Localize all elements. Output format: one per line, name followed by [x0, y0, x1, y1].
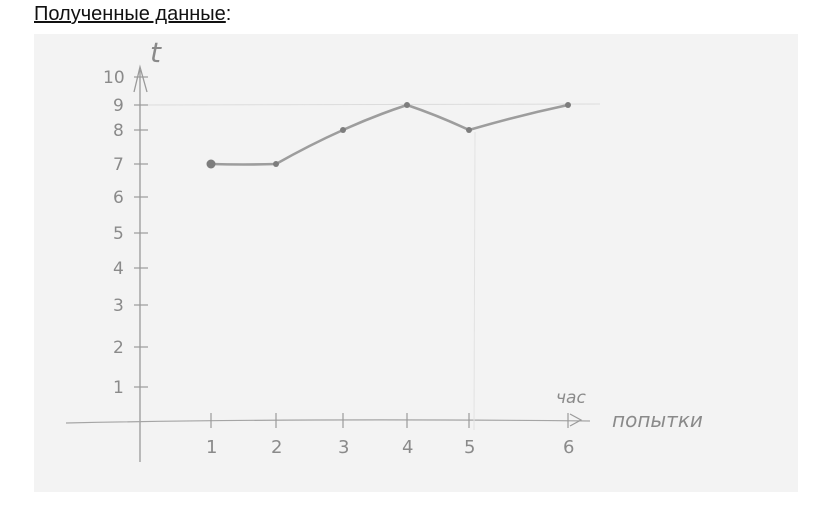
y-tick-label: 9	[113, 96, 124, 116]
y-tick-label: 6	[113, 188, 124, 208]
y-tick-label: 3	[113, 296, 124, 316]
y-tick-label: 2	[113, 338, 124, 358]
x-tick-label: 2	[271, 437, 282, 458]
data-point	[340, 127, 346, 133]
data-point	[565, 102, 571, 108]
x-tick-label: 3	[338, 437, 349, 458]
reference-line	[143, 103, 601, 106]
hand-drawn-chart-photo	[34, 34, 798, 492]
data-point	[404, 102, 410, 108]
series-line	[209, 103, 570, 166]
y-tick-label: 8	[113, 121, 124, 141]
heading-colon: :	[225, 3, 232, 25]
guide-line	[473, 131, 476, 431]
x-tick-label: 6	[563, 437, 574, 458]
data-point	[206, 159, 216, 169]
y-tick-label: 1	[113, 378, 124, 398]
x-axis-line	[65, 419, 591, 424]
section-heading: Полученные данные:	[34, 3, 231, 26]
x-axis-label: попытки	[612, 408, 703, 432]
y-tick-label: 5	[113, 224, 124, 244]
x-tick-label: 1	[206, 437, 217, 458]
heading-text: Полученные данные	[34, 3, 226, 25]
data-point	[273, 161, 279, 167]
x-axis-label-top: час	[556, 388, 586, 408]
x-tick-label: 5	[464, 437, 475, 458]
data-point	[466, 127, 472, 133]
x-tick-label: 4	[402, 437, 413, 458]
x-axis-arrow	[569, 413, 583, 427]
y-tick-label: 4	[113, 259, 124, 279]
y-tick-label: 7	[113, 155, 124, 175]
y-tick-label: 10	[103, 68, 125, 88]
y-axis-arrow	[133, 64, 148, 93]
y-axis-label: t	[150, 36, 162, 69]
